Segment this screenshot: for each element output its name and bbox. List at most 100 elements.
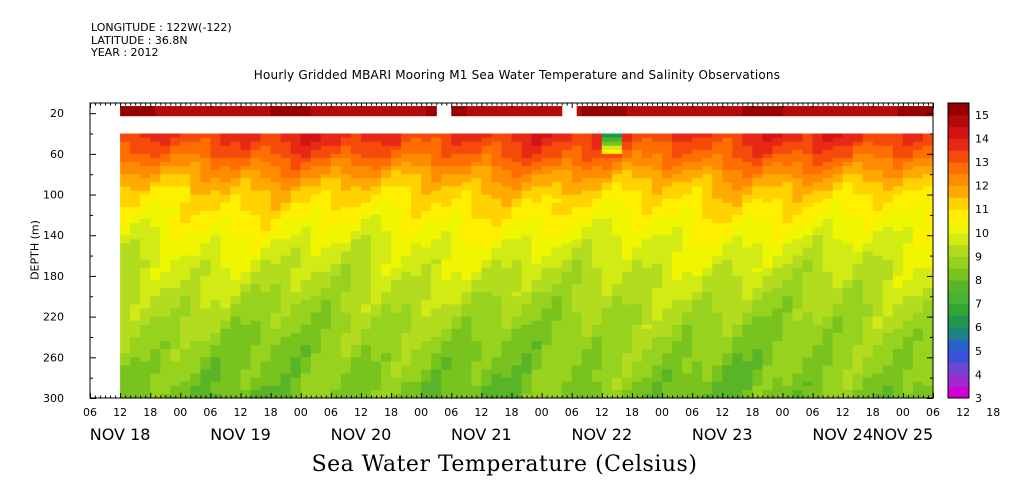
heatmap-cell (310, 336, 322, 342)
heatmap-cell (752, 271, 763, 277)
heatmap-cell (140, 141, 151, 147)
heatmap-cell (772, 141, 784, 147)
heatmap-cell (451, 162, 462, 167)
heatmap-cell (381, 202, 392, 208)
heatmap-cell (601, 385, 613, 391)
heatmap-cell (511, 369, 523, 375)
heatmap-cell (250, 247, 262, 253)
heatmap-cell (581, 247, 593, 253)
heatmap-cell (611, 300, 623, 306)
heatmap-cell (431, 223, 442, 228)
heatmap-cell (451, 304, 462, 310)
heatmap-cell (531, 106, 538, 117)
heatmap-cell (742, 170, 753, 175)
heatmap-cell (752, 284, 763, 289)
heatmap-cell (692, 170, 703, 175)
heatmap-cell (230, 361, 242, 367)
heatmap-cell (802, 353, 814, 358)
heatmap-cell (210, 178, 222, 183)
heatmap-cell (782, 389, 794, 395)
heatmap-cell (451, 157, 462, 163)
heatmap-cell (682, 247, 693, 253)
heatmap-cell (682, 239, 693, 244)
heatmap-cell (762, 271, 774, 277)
heatmap-cell (802, 369, 814, 375)
heatmap-cell (200, 106, 207, 117)
heatmap-cell (551, 275, 563, 281)
heatmap-cell (371, 332, 382, 338)
heatmap-cell (360, 296, 372, 301)
heatmap-cell (140, 296, 151, 301)
heatmap-cell (210, 157, 222, 163)
heatmap-cell (471, 336, 482, 342)
heatmap-cell (531, 223, 543, 228)
heatmap-cell (571, 377, 583, 383)
heatmap-cell (220, 174, 232, 179)
heatmap-cell (441, 133, 452, 139)
heatmap-cell (682, 389, 693, 395)
heatmap-cell (371, 218, 382, 224)
heatmap-cell (782, 373, 794, 379)
heatmap-cell (822, 157, 834, 163)
heatmap-cell (852, 178, 864, 183)
heatmap-cell (320, 178, 332, 183)
heatmap-cell (521, 166, 533, 171)
heatmap-cell (792, 210, 804, 216)
heatmap-cell (230, 369, 242, 375)
heatmap-cell (270, 182, 282, 188)
heatmap-cell (381, 349, 392, 354)
heatmap-cell (792, 308, 804, 314)
heatmap-cell (521, 210, 533, 216)
heatmap-cell (852, 141, 864, 147)
heatmap-cell (120, 320, 131, 326)
heatmap-cell (672, 341, 683, 346)
heatmap-cell (481, 153, 493, 159)
heatmap-cell (752, 210, 763, 216)
heatmap-cell (752, 312, 763, 318)
heatmap-cell (822, 166, 834, 171)
heatmap-cell (160, 353, 171, 358)
heatmap-cell (491, 223, 503, 228)
heatmap-cell (662, 349, 673, 354)
heatmap-cell (601, 389, 613, 395)
heatmap-cell (120, 336, 131, 342)
heatmap-cell (571, 198, 583, 204)
heatmap-cell (551, 218, 563, 224)
heatmap-cell (611, 214, 623, 220)
heatmap-cell (672, 190, 683, 196)
heatmap-cell (391, 369, 402, 375)
heatmap-cell (330, 341, 342, 346)
heatmap-cell (732, 292, 743, 297)
heatmap-cell (812, 259, 824, 265)
heatmap-cell (210, 320, 222, 326)
heatmap-cell (772, 357, 784, 362)
heatmap-cell (581, 202, 593, 208)
heatmap-cell (541, 235, 553, 240)
heatmap-cell (340, 186, 352, 192)
heatmap-cell (601, 227, 613, 232)
heatmap-cell (782, 174, 794, 179)
heatmap-cell (662, 214, 673, 220)
heatmap-cell (832, 288, 844, 293)
heatmap-cell (300, 324, 312, 330)
heatmap-cell (180, 243, 191, 249)
heatmap-cell (757, 106, 763, 117)
heatmap-cell (682, 324, 693, 330)
heatmap-cell (596, 106, 603, 117)
heatmap-cell (712, 345, 723, 350)
heatmap-cell (511, 137, 523, 143)
heatmap-cell (677, 106, 683, 117)
heatmap-cell (320, 332, 332, 338)
heatmap-cell (421, 157, 432, 163)
heatmap-cell (782, 296, 794, 301)
heatmap-cell (461, 357, 472, 362)
heatmap-cell (722, 133, 733, 139)
heatmap-cell (170, 166, 181, 171)
heatmap-cell (581, 308, 593, 314)
heatmap-cell (722, 227, 733, 232)
heatmap-cell (330, 198, 342, 204)
heatmap-cell (330, 365, 342, 371)
heatmap-cell (571, 170, 583, 175)
heatmap-cell (601, 106, 608, 117)
heatmap-cell (692, 275, 703, 281)
